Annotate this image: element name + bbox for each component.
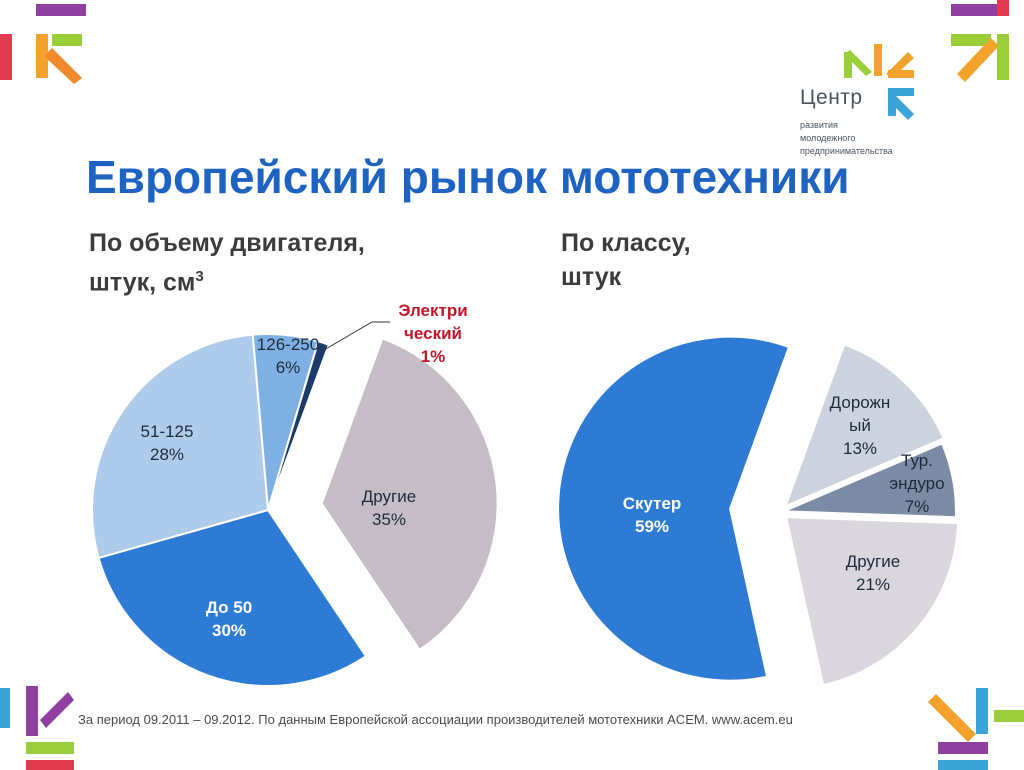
label-51-125: 51-125 28% — [141, 422, 194, 464]
label-other-right-line: Другие — [846, 552, 900, 571]
label-other-left-line: Другие — [362, 487, 416, 506]
corner-decoration-bottom-left — [0, 686, 74, 770]
label-electric-line: Электри — [398, 301, 467, 320]
logo-line-3: предпринимательства — [800, 146, 893, 156]
class-slice-4 — [557, 335, 791, 682]
label-other-right: Другие 21% — [846, 552, 900, 594]
label-electric-line: 1% — [421, 347, 446, 366]
label-up-to-50: До 50 30% — [206, 598, 252, 640]
logo-line-1: развития — [800, 120, 838, 130]
label-up-to-50-line: 30% — [212, 621, 246, 640]
label-touring-enduro-line: 7% — [905, 497, 930, 516]
label-scooter: Скутер 59% — [623, 494, 682, 536]
label-126-250-line: 126-250 — [257, 335, 319, 354]
logo-arrows-icon — [844, 44, 914, 120]
label-126-250: 126-250 6% — [257, 335, 319, 377]
electric-leader-line — [323, 321, 390, 351]
class-slice-2 — [783, 442, 957, 519]
label-electric: Электри ческий 1% — [398, 301, 467, 366]
label-road-line: Дорожн — [830, 393, 891, 412]
source-footnote: За период 09.2011 – 09.2012. По данным Е… — [78, 712, 793, 727]
class-slice-1 — [783, 343, 945, 509]
left-subtitle-line-2: штук, см3 — [89, 260, 365, 299]
label-up-to-50-line: До 50 — [206, 598, 252, 617]
label-touring-enduro: Тур. эндуро 7% — [889, 451, 944, 516]
page-title: Европейский рынок мототехники — [86, 151, 850, 203]
label-scooter-line: 59% — [635, 517, 669, 536]
engine-volume-slice-3 — [320, 337, 499, 652]
label-other-left-line: 35% — [372, 510, 406, 529]
logo-line-2: молодежного — [800, 133, 856, 143]
left-chart-subtitle: По объему двигателя, штук, см3 — [89, 226, 365, 299]
left-subtitle-line-1: По объему двигателя, — [89, 229, 365, 257]
engine-volume-slice-5 — [91, 333, 270, 560]
right-subtitle-line-2: штук — [561, 263, 622, 291]
corner-decoration-top-left — [0, 4, 86, 84]
label-other-right-line: 21% — [856, 575, 890, 594]
label-51-125-line: 51-125 — [141, 422, 194, 441]
label-road-line: ый — [849, 416, 871, 435]
corner-decoration-bottom-right — [928, 688, 1024, 770]
label-touring-enduro-line: эндуро — [889, 474, 944, 493]
logo-name: Центр — [800, 86, 863, 109]
corner-decoration-top-right — [951, 0, 1009, 82]
engine-volume-slice-2 — [267, 340, 331, 511]
label-other-left: Другие 35% — [362, 487, 416, 529]
organization-logo: Центр развития молодежного предпринимате… — [800, 44, 950, 164]
label-electric-line: ческий — [404, 324, 462, 343]
label-scooter-line: Скутер — [623, 494, 682, 513]
engine-volume-slice-4 — [97, 508, 368, 687]
right-subtitle-line-1: По классу, — [561, 229, 691, 257]
label-road: Дорожн ый 13% — [830, 393, 891, 458]
left-subtitle-text: штук, см — [89, 268, 196, 297]
class-slice-3 — [784, 516, 960, 687]
left-subtitle-sup: 3 — [195, 268, 204, 285]
label-road-line: 13% — [843, 439, 877, 458]
label-126-250-line: 6% — [276, 358, 301, 377]
label-51-125-line: 28% — [150, 445, 184, 464]
right-chart-subtitle: По классу, штук — [561, 226, 691, 294]
label-touring-enduro-line: Тур. — [901, 451, 933, 470]
